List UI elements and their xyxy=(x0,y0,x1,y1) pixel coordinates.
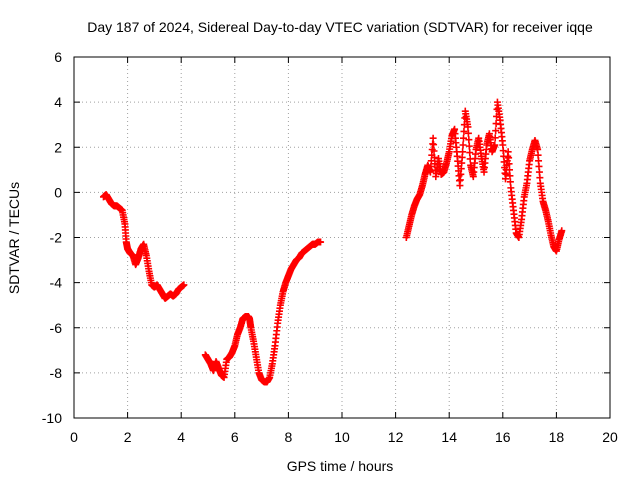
y-tick-label: -4 xyxy=(50,275,63,291)
y-tick-label: -10 xyxy=(42,410,62,426)
x-axis-ticks: 0 2 4 6 8 10 12 14 16 18 20 xyxy=(70,57,618,445)
x-tick-label: 0 xyxy=(70,429,78,445)
x-tick-label: 10 xyxy=(334,429,350,445)
y-tick-label: -6 xyxy=(50,320,63,336)
data-point-marker xyxy=(465,136,473,144)
y-axis-label: SDTVAR / TECUs xyxy=(6,182,22,294)
x-axis-label: GPS time / hours xyxy=(287,458,394,474)
data-point-marker xyxy=(492,127,500,135)
data-markers xyxy=(99,98,566,386)
data-point-marker xyxy=(465,142,473,150)
data-point-marker xyxy=(464,129,472,137)
grid-lines xyxy=(74,57,610,418)
data-point-marker xyxy=(460,127,468,135)
data-point-marker xyxy=(506,172,514,180)
data-point-marker xyxy=(466,149,474,157)
data-point-marker xyxy=(430,147,438,155)
data-point-marker xyxy=(464,123,472,131)
data-point-marker xyxy=(505,154,513,162)
y-axis-ticks: -10 -8 -6 -4 -2 0 2 4 6 xyxy=(42,49,610,426)
y-tick-label: 4 xyxy=(54,94,62,110)
y-tick-label: 0 xyxy=(54,184,62,200)
y-tick-label: -8 xyxy=(50,365,63,381)
x-tick-label: 2 xyxy=(124,429,132,445)
data-point-marker xyxy=(504,148,512,156)
x-tick-label: 12 xyxy=(388,429,404,445)
data-point-marker xyxy=(317,238,325,246)
x-tick-label: 6 xyxy=(231,429,239,445)
data-point-marker xyxy=(491,134,499,142)
y-tick-label: 6 xyxy=(54,49,62,65)
data-point-marker xyxy=(459,141,467,149)
data-point-marker xyxy=(180,281,188,289)
data-point-marker xyxy=(429,134,437,142)
data-point-marker xyxy=(558,227,566,235)
data-point-marker xyxy=(459,148,467,156)
y-tick-label: -2 xyxy=(50,230,63,246)
data-point-marker xyxy=(491,141,499,149)
y-tick-label: 2 xyxy=(54,139,62,155)
x-tick-label: 18 xyxy=(549,429,565,445)
x-tick-label: 4 xyxy=(177,429,185,445)
x-tick-label: 16 xyxy=(495,429,511,445)
x-tick-label: 20 xyxy=(602,429,618,445)
data-point-marker xyxy=(430,153,438,161)
data-point-marker xyxy=(506,166,513,174)
x-tick-label: 8 xyxy=(285,429,293,445)
data-point-marker xyxy=(506,178,514,186)
data-point-marker xyxy=(459,134,467,142)
data-point-marker xyxy=(505,160,513,168)
chart-title: Day 187 of 2024, Sidereal Day-to-day VTE… xyxy=(87,19,593,35)
data-point-marker xyxy=(430,141,438,149)
x-tick-label: 14 xyxy=(441,429,457,445)
